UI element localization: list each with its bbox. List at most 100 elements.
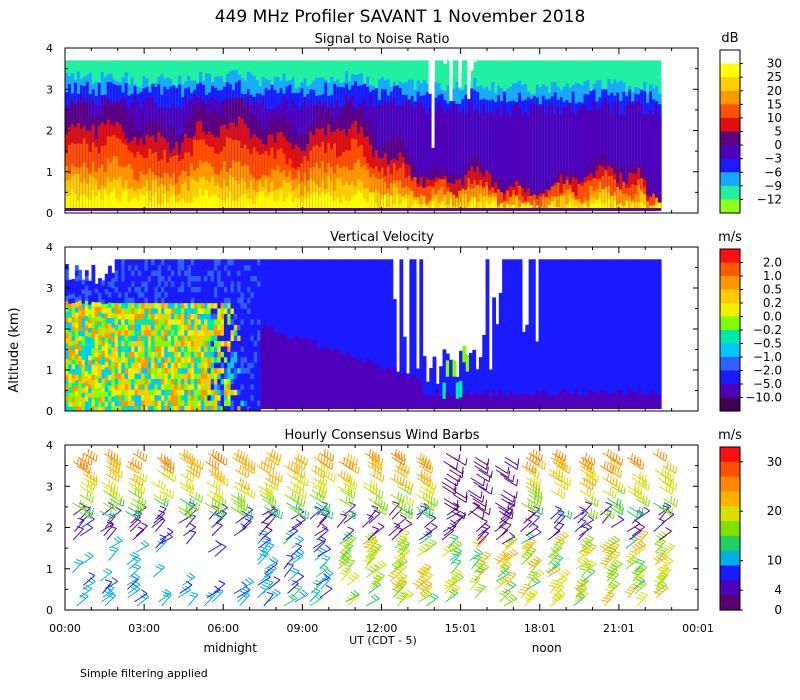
velocity-cell [194,259,198,266]
velocity-cell [161,373,165,379]
wind-barb-feather [186,574,193,580]
velocity-cell [223,394,228,401]
velocity-cell [220,264,225,271]
velocity-cell [114,275,119,282]
velocity-cell [111,341,116,348]
velocity-cell [164,394,169,401]
wind-barb-feather [216,503,220,511]
velocity-cell [369,360,374,409]
velocity-cell [65,374,69,381]
velocity-cell [237,313,242,320]
snr-cell [351,196,355,211]
snr-cell [422,204,427,211]
velocity-cell [131,324,136,331]
velocity-cell [157,383,162,390]
velocity-cell [250,362,255,369]
velocity-cell [223,329,228,336]
velocity-cell [227,389,232,396]
wind-barb-feather [131,582,138,587]
snr-cell [228,191,233,211]
wind-barb-feather [189,523,197,528]
velocity-cell [94,292,99,298]
velocity-cell [237,383,242,390]
velocity-cell [177,297,182,304]
velocity-cell [117,275,122,282]
wind-barb-feather [163,454,166,462]
wind-barb-feather [144,499,147,507]
velocity-cell [177,302,182,309]
velocity-cell [141,286,145,293]
velocity-cell [144,275,149,282]
snr-cell [649,196,653,211]
wind-barb [268,473,282,483]
wind-barb-feather [116,454,119,462]
velocity-cell [316,259,321,409]
velocity-cell [81,382,86,389]
velocity-cell [177,264,182,271]
velocity-cell [104,308,109,314]
velocity-cell [200,345,205,352]
velocity-cell [71,368,76,374]
velocity-cell [124,394,129,401]
velocity-cell [389,259,394,409]
wind-barb-feather [143,487,146,495]
velocity-cell [233,367,238,374]
velocity-cell [220,286,225,293]
velocity-cell [154,367,159,374]
velocity-cell [247,297,251,304]
velocity-cell [247,270,251,277]
wind-barb-feather [325,466,329,474]
velocity-cell [243,345,248,352]
velocity-cell [98,306,102,312]
velocity-cell [488,396,493,409]
snr-cell [577,183,582,211]
velocity-cell [217,378,222,385]
velocity-cell [121,367,126,374]
snr-cell [506,204,510,211]
wind-barb [108,494,122,503]
velocity-cell [376,259,381,409]
velocity-cell [240,259,245,266]
velocity-cell [194,394,198,401]
snr-cell [425,114,430,211]
velocity-cell [111,292,116,299]
wind-barb [312,485,327,495]
velocity-cell [257,389,261,396]
velocity-cell [167,378,172,385]
velocity-cell [187,259,192,266]
wind-barb-feather [221,511,224,520]
velocity-cell [127,259,132,266]
velocity-cell [217,373,222,379]
velocity-cell [98,387,102,393]
snr-cell [637,100,641,211]
wind-barb [264,509,278,520]
velocity-cell [180,373,185,379]
velocity-cell [210,329,215,336]
velocity-cell [117,324,122,331]
velocity-cell [558,392,563,409]
velocity-cell [164,335,169,342]
wind-barb [284,494,298,503]
wind-barb-feather [185,504,188,512]
velocity-cell [147,297,152,304]
velocity-cell [204,313,208,320]
snr-cell [628,201,632,211]
velocity-cell [147,383,152,390]
velocity-cell [240,324,245,331]
velocity-cell [200,405,205,411]
velocity-cell [111,391,116,397]
velocity-cell [217,302,222,309]
velocity-cell [170,259,175,266]
wind-barb-feather [84,508,87,516]
velocity-cell [131,389,136,396]
velocity-cell [204,351,208,358]
velocity-cell [535,390,540,409]
velocity-cell [177,351,182,358]
snr-cell [225,197,230,211]
snr-cell [249,199,254,211]
wind-barb-feather [157,479,161,487]
wind-barb [267,592,281,603]
snr-cell [261,191,266,211]
velocity-cell [108,400,112,407]
velocity-cell [164,362,169,369]
